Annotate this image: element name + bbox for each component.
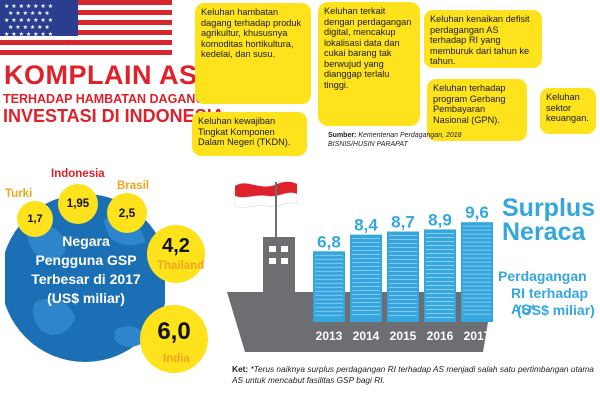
x-tick-label: 2014 (353, 329, 380, 343)
surplus-bar-chart: 6,8 2013 8,4 2014 8,7 2015 8,9 2016 9,6 2017 (227, 181, 493, 352)
complaint-text: Keluhan terhadap program Gerbang Pembaya… (433, 83, 506, 125)
svg-text:★ ★ ★ ★ ★ ★: ★ ★ ★ ★ ★ ★ (8, 24, 50, 31)
country-value-indonesia: 1,95 (58, 184, 98, 224)
bar-2015 (387, 231, 419, 322)
complaint-bubble-finance: Keluhan sektor keuangan. (540, 88, 596, 134)
source-credit: BISNIS/HUSIN PARAPAT (328, 141, 408, 148)
bar-value-label: 8,9 (428, 210, 452, 229)
bar-value-label: 8,7 (391, 213, 415, 232)
bar-group: 8,7 2015 (387, 213, 419, 343)
bar-group: 8,4 2014 (350, 216, 382, 343)
gsp-title: Negara Pengguna GSP Terbesar di 2017 (US… (26, 232, 146, 308)
footnote-text: *Terus naiknya surplus perdagangan RI te… (232, 364, 594, 385)
country-name-brasil: Brasil (117, 180, 149, 192)
complaint-text: Keluhan kenaikan defisit perdagangan AS … (430, 14, 530, 66)
x-tick-label: 2015 (390, 329, 417, 343)
complaint-bubble-tkdn: Keluhan kewajiban Tingkat Komponen Dalam… (192, 112, 307, 156)
gsp-title-line: Terbesar di 2017 (31, 271, 141, 287)
page-subtitle-2: INVESTASI DI INDONESIA (3, 106, 225, 126)
footnote: Ket: *Terus naiknya surplus perdagangan … (232, 364, 598, 385)
surplus-subtitle-line1: Perdagangan (498, 268, 587, 284)
complaint-text: Keluhan hambatan dagang terhadap produk … (201, 7, 302, 59)
page-subtitle-1: TERHADAP HAMBATAN DAGANG & (3, 92, 218, 106)
svg-text:★ ★ ★ ★ ★ ★: ★ ★ ★ ★ ★ ★ (8, 10, 50, 17)
x-tick-label: 2013 (316, 329, 343, 343)
complaint-bubble-agriculture: Keluhan hambatan dagang terhadap produk … (195, 3, 311, 104)
indonesia-flag-icon (234, 181, 298, 244)
complaint-bubble-gpn: Keluhan terhadap program Gerbang Pembaya… (427, 79, 527, 141)
gsp-title-line: (US$ miliar) (47, 290, 125, 306)
country-name-india: India (163, 353, 190, 365)
country-value-brasil: 2,5 (107, 193, 147, 233)
svg-text:★ ★ ★ ★ ★ ★ ★: ★ ★ ★ ★ ★ ★ ★ (4, 3, 53, 10)
country-name-turki: Turki (5, 188, 33, 200)
source-label: Sumber: (328, 132, 357, 139)
source-note: Sumber: Kementerian Perdagangan, 2018 BI… (328, 131, 462, 149)
bar-group: 9,6 2017 (461, 203, 493, 343)
us-flag-icon: ★ ★ ★ ★ ★ ★ ★ ★ ★ ★ ★ ★ ★ ★ ★ ★ ★ ★ ★ ★ … (0, 0, 172, 62)
bar-2017 (461, 222, 493, 322)
bar-value-label: 8,4 (354, 216, 378, 235)
bar-value-label: 9,6 (465, 203, 489, 222)
bar-value-label: 6,8 (317, 232, 341, 251)
x-tick-label: 2016 (427, 329, 454, 343)
country-name-thailand: Thailand (157, 260, 205, 272)
country-value-turki: 1,7 (17, 201, 53, 237)
country-value-thailand: 4,2 (147, 225, 205, 283)
surplus-subtitle-line2: RI terhadap AS* (511, 285, 589, 317)
complaint-text: Keluhan kewajiban Tingkat Komponen Dalam… (198, 116, 291, 147)
complaint-text: Keluhan terkait dengan perdagangan digit… (324, 6, 412, 90)
page-title: KOMPLAIN AS (4, 60, 198, 90)
source-name: Kementerian Perdagangan, 2018 (358, 132, 462, 139)
surplus-title-line2: Neraca (502, 218, 586, 246)
bar-group: 6,8 2013 (313, 232, 345, 343)
country-name-indonesia: Indonesia (51, 168, 105, 180)
bar-2016 (424, 229, 456, 322)
complaint-bubble-deficit: Keluhan kenaikan defisit perdagangan AS … (424, 10, 542, 68)
x-tick-label: 2017 (464, 329, 491, 343)
complaint-text: Keluhan sektor keuangan. (546, 92, 589, 123)
svg-text:★ ★ ★ ★ ★ ★ ★: ★ ★ ★ ★ ★ ★ ★ (4, 17, 53, 24)
footnote-label: Ket: (232, 364, 249, 374)
svg-text:★ ★ ★ ★ ★ ★ ★: ★ ★ ★ ★ ★ ★ ★ (4, 31, 53, 38)
complaint-bubble-digital: Keluhan terkait dengan perdagangan digit… (318, 2, 420, 126)
bar-group: 8,9 2016 (424, 210, 456, 343)
gsp-title-line: Pengguna GSP (35, 252, 137, 268)
gsp-title-line: Negara (62, 233, 110, 249)
country-value-india: 6,0 (140, 305, 208, 373)
surplus-unit: (US$ miliar) (517, 302, 595, 318)
surplus-title-line1: Surplus (502, 194, 596, 222)
